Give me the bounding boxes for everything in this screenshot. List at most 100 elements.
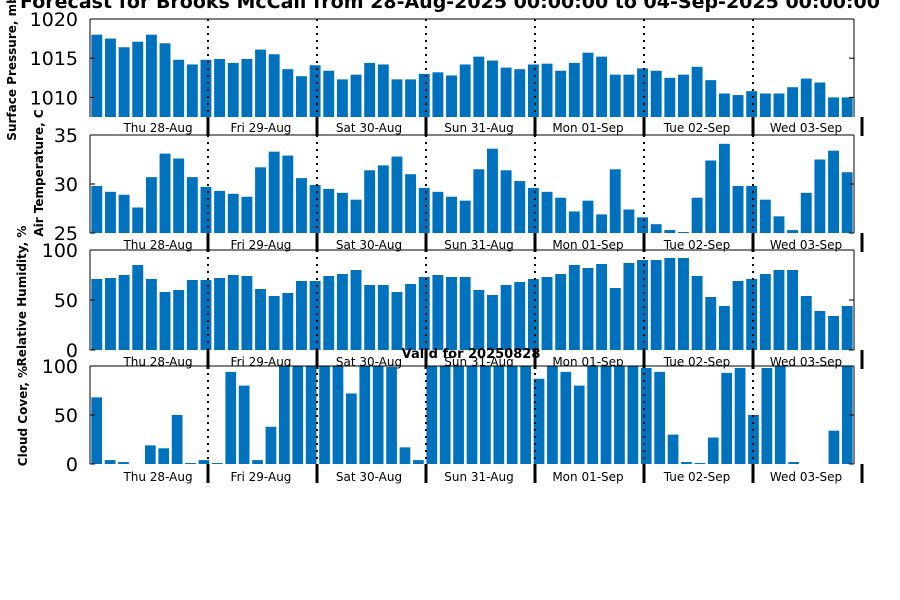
bar <box>500 170 512 233</box>
bar <box>405 174 417 233</box>
panel-4: 0 50 100 Thu 28-Aug Fri 29-Aug Sat 30-Aug Sun … <box>16 356 864 484</box>
bar <box>573 385 585 464</box>
bar <box>200 59 212 117</box>
bar <box>520 366 531 464</box>
bar <box>828 97 839 117</box>
bar <box>145 279 157 350</box>
bar <box>623 209 635 233</box>
bar <box>560 371 572 464</box>
bar <box>418 73 430 117</box>
bar <box>418 187 430 233</box>
bar <box>814 159 826 233</box>
bar <box>459 277 471 350</box>
bar <box>377 64 389 117</box>
bar <box>282 293 294 350</box>
bar <box>214 190 226 233</box>
bar <box>241 58 253 117</box>
bar <box>828 150 839 233</box>
bar <box>828 430 840 464</box>
bar <box>487 148 498 233</box>
day-label: Sat 30-Aug <box>336 121 402 135</box>
bar <box>252 460 263 464</box>
bar <box>132 265 144 350</box>
bar <box>473 169 485 233</box>
bar <box>350 270 362 350</box>
y-tick-label: 100 <box>42 240 78 262</box>
bar <box>705 80 717 117</box>
bar <box>282 69 294 117</box>
bar <box>118 275 130 350</box>
bar <box>841 97 853 117</box>
bar <box>377 165 389 233</box>
bar <box>582 52 594 117</box>
bar <box>466 366 478 464</box>
y-tick-label: 100 <box>42 356 78 378</box>
bar <box>446 277 457 350</box>
bar <box>800 192 812 233</box>
bar <box>473 56 485 117</box>
bar <box>173 158 185 233</box>
day-label: Sat 30-Aug <box>336 470 402 484</box>
bar <box>144 445 156 464</box>
bar <box>623 74 635 117</box>
day-label: Mon 01-Sep <box>552 470 623 484</box>
bar <box>405 79 417 117</box>
bar <box>705 160 717 233</box>
bar <box>186 64 198 117</box>
bar <box>640 367 652 464</box>
day-label: Thu 28-Aug <box>122 121 192 135</box>
bar <box>309 184 321 233</box>
bar <box>296 281 307 350</box>
bar <box>91 397 103 464</box>
bar <box>506 366 518 464</box>
bar <box>309 65 321 117</box>
bar <box>241 276 253 350</box>
bar <box>691 66 703 117</box>
day-label: Tue 02-Sep <box>663 355 731 369</box>
y-tick-label: 35 <box>54 125 78 147</box>
day-label: Fri 29-Aug <box>231 238 292 252</box>
day-label: Wed 03-Sep <box>770 470 842 484</box>
y-tick-label: 1010 <box>30 87 78 109</box>
bar <box>527 64 539 117</box>
bar <box>186 177 198 233</box>
day-label: Fri 29-Aug <box>231 470 292 484</box>
bar <box>732 185 744 233</box>
bar <box>118 462 129 464</box>
bar <box>759 274 771 350</box>
bar <box>211 463 223 464</box>
bar <box>841 366 853 464</box>
bar <box>350 74 362 117</box>
bar <box>336 192 348 233</box>
day-label: Sun 31-Aug <box>444 121 513 135</box>
bar <box>171 415 183 464</box>
bar <box>773 216 785 233</box>
bar <box>255 289 266 350</box>
bar <box>268 54 280 117</box>
bar <box>746 279 758 350</box>
bar <box>432 72 444 117</box>
day-label: Mon 01-Sep <box>552 238 623 252</box>
bar <box>487 295 498 350</box>
bar <box>323 70 335 117</box>
bar <box>788 462 800 464</box>
bar <box>159 153 171 233</box>
bar <box>841 172 853 233</box>
bar <box>759 199 771 233</box>
bar <box>678 258 689 350</box>
bar <box>391 156 403 233</box>
bar <box>582 268 594 350</box>
day-label: Thu 28-Aug <box>122 355 192 369</box>
day-label: Mon 01-Sep <box>552 121 623 135</box>
bar <box>158 448 170 464</box>
bar <box>493 366 505 464</box>
bar <box>446 75 457 117</box>
bar <box>609 74 621 117</box>
bar <box>399 447 411 464</box>
bar <box>650 260 662 350</box>
bar <box>453 366 464 464</box>
bar <box>732 281 744 350</box>
bar <box>185 463 196 464</box>
bar <box>500 67 512 117</box>
